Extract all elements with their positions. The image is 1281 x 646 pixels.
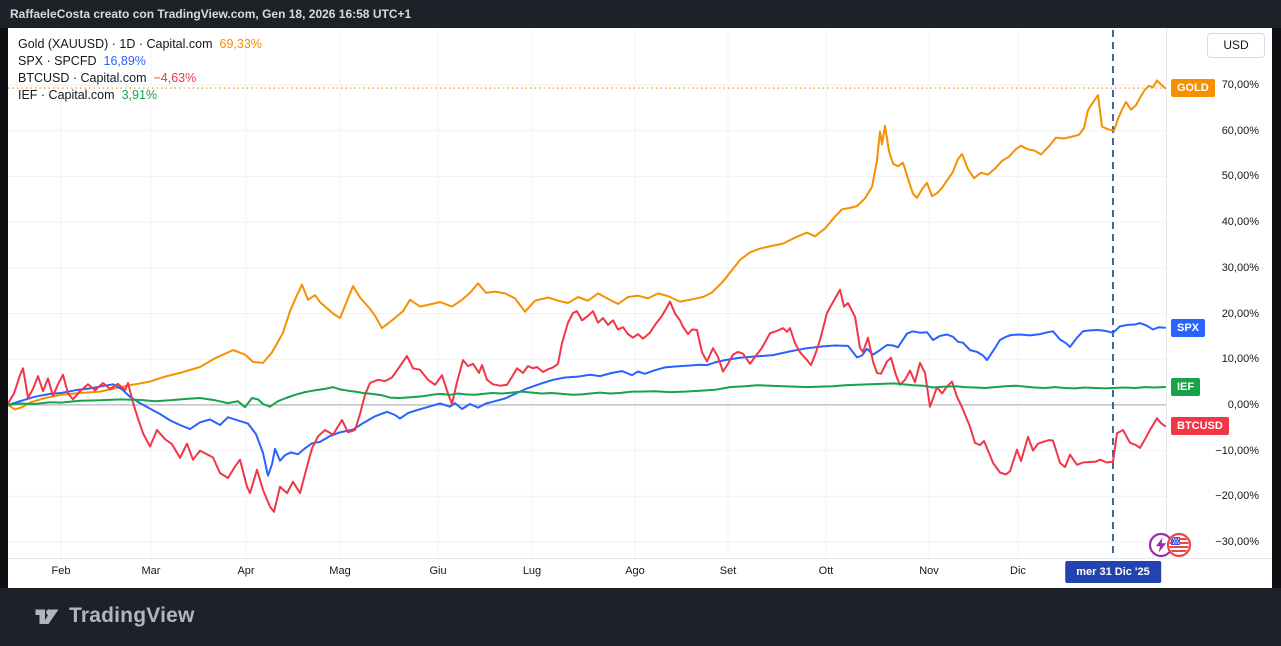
time-tick-feb: Feb (51, 565, 71, 577)
price-scale[interactable]: USD 70,00% 60,00% 50,00% 40,00% 30,00% 20,00%… (1166, 28, 1272, 588)
legend-change-value: 16,89% (103, 54, 146, 68)
price-chart-canvas[interactable] (8, 30, 1166, 558)
snapshot-title: RaffaeleCosta creato con TradingView.com… (10, 7, 412, 21)
series-line-ief (8, 382, 1166, 409)
legend-symbol-label: IEF · Capital.com (18, 88, 115, 102)
price-tick-label: −30,00% (1215, 536, 1259, 548)
legend-change-value: −4,63% (153, 71, 197, 85)
price-tick-label: 40,00% (1221, 216, 1259, 229)
time-tick-lug: Lug (522, 565, 542, 577)
time-tick-dic: Dic (1010, 565, 1026, 577)
price-tick-label: −20,00% (1215, 490, 1259, 503)
time-tick-mag: Mag (329, 565, 351, 577)
price-tick-label: 10,00% (1221, 353, 1259, 366)
series-badge-gold: GOLD (1171, 79, 1215, 98)
time-tick-nov: Nov (919, 565, 939, 577)
price-tick-label: 30,00% (1221, 261, 1259, 274)
price-tick-label: 60,00% (1221, 124, 1259, 137)
price-tick-label: 20,00% (1221, 307, 1259, 320)
time-tick-mar: Mar (141, 565, 161, 577)
time-tick-set: Set (719, 565, 737, 577)
legend-symbol-label: BTCUSD · Capital.com (18, 71, 147, 85)
tradingview-logo-icon (35, 609, 59, 624)
legend-row-3[interactable]: IEF · Capital.com 3,91% (18, 87, 262, 104)
price-tick-label: 50,00% (1221, 170, 1259, 183)
legend-change-value: 3,91% (121, 88, 158, 102)
legend-change-value: 69,33% (219, 37, 262, 51)
series-badge-ief: IEF (1171, 378, 1201, 397)
time-tick-ott: Ott (818, 565, 834, 577)
time-tick-apr: Apr (237, 565, 255, 577)
chart-widget: Gold (XAUUSD) · 1D · Capital.com 69,33% SP… (8, 28, 1272, 588)
price-tick-label: 0,00% (1227, 398, 1259, 411)
currency-toggle-button[interactable]: USD (1207, 33, 1265, 58)
series-badge-spx: SPX (1171, 318, 1206, 337)
crosshair-date-badge: mer 31 Dic '25 (1065, 561, 1161, 583)
time-tick-ago: Ago (625, 565, 645, 577)
series-badge-btcusd: BTCUSD (1171, 417, 1229, 436)
legend-symbol-label: SPX · SPCFD (18, 54, 97, 68)
price-tick-label: −10,00% (1215, 444, 1259, 457)
legend-symbol-label: Gold (XAUUSD) · 1D · Capital.com (18, 37, 213, 51)
time-tick-giu: Giu (429, 565, 447, 577)
series-line-spx (8, 322, 1166, 477)
price-tick-label: 70,00% (1221, 79, 1259, 91)
series-line-gold (8, 79, 1166, 411)
snapshot-header: RaffaeleCosta creato con TradingView.com… (0, 0, 1281, 28)
legend-row-1[interactable]: SPX · SPCFD 16,89% (18, 53, 262, 70)
lightning-event-icon[interactable] (1148, 532, 1174, 558)
tradingview-brand-label: TradingView (69, 604, 195, 627)
legend-row-0[interactable]: Gold (XAUUSD) · 1D · Capital.com 69,33% (18, 36, 262, 53)
tradingview-brand[interactable]: TradingView (34, 603, 195, 629)
legend-row-2[interactable]: BTCUSD · Capital.com −4,63% (18, 70, 262, 87)
series-line-btcusd (8, 288, 1166, 513)
snapshot-footer: TradingView (0, 588, 1281, 646)
chart-legend: Gold (XAUUSD) · 1D · Capital.com 69,33% SP… (18, 36, 262, 104)
us-flag-event-icon[interactable] (1166, 532, 1192, 558)
time-scale[interactable]: Feb Mar Apr Mag Giu Lug Ago Set Ott Nov Dic mer 31… (8, 558, 1272, 588)
